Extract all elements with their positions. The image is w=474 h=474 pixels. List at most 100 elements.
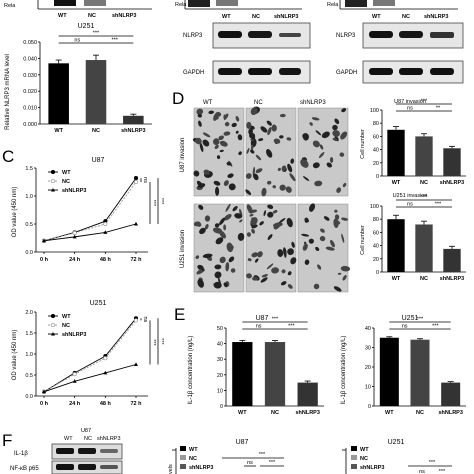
chart-c1-title: U251	[90, 300, 107, 307]
f0-legend-nc: NC	[189, 456, 197, 462]
cell-blob	[308, 238, 314, 244]
cell-blob	[277, 167, 281, 172]
cell-blob	[312, 162, 320, 169]
cell-blob	[213, 111, 220, 121]
cell-blob	[302, 133, 309, 140]
data-point	[42, 238, 46, 243]
cell-blob	[317, 264, 322, 270]
cell-blob	[333, 218, 339, 229]
cell-blob	[250, 217, 258, 226]
blot-f-group-shnlrp3: shNLRP3	[97, 436, 121, 442]
cell-blob	[253, 173, 259, 181]
cell-blob	[311, 117, 320, 121]
x-tick-label: 0 h	[40, 257, 49, 263]
cell-blob	[235, 116, 240, 122]
cell-blob	[313, 283, 320, 290]
cell-blob	[216, 155, 221, 160]
cell-blob	[340, 265, 351, 272]
cell-blob	[267, 127, 272, 136]
panel-d-bar-chart-u87: U87 invasion Cell number 0 20 40 60 80 100 WT N…	[360, 99, 466, 186]
y-tick-label: 20	[373, 257, 379, 263]
cell-blob	[212, 227, 223, 234]
cell-blob	[197, 278, 204, 288]
row-label-u87: U87 invasion	[180, 138, 186, 173]
cell-blob	[250, 149, 255, 154]
y-tick-label: 0	[376, 270, 379, 276]
cell-blob	[195, 255, 200, 260]
cell-blob	[304, 259, 310, 265]
panel-d-bar-chart-u251: U251 invasion Cell number 0 20 40 60 80 100 WT…	[360, 193, 466, 282]
bar-nc	[85, 60, 107, 124]
cell-blob	[203, 169, 210, 175]
x-tick-label: WT	[392, 276, 401, 282]
cell-blob	[260, 126, 268, 133]
cell-blob	[342, 275, 347, 281]
x-tick-label: 0 h	[40, 401, 49, 407]
blot-b-group-shnlrp3: shNLRP3	[274, 14, 298, 20]
chart-d1-ylabel: Cell number	[360, 225, 366, 255]
cell-blob	[246, 148, 250, 154]
x-tick-label: WT	[238, 410, 247, 416]
top-group-nc: NC	[88, 13, 96, 19]
panel-a-bar-chart: U251 Relative NLRP3 mRNA level 0.000 0.01…	[5, 23, 152, 134]
data-point	[103, 230, 108, 234]
cell-blob	[226, 242, 234, 253]
cell-blob	[309, 122, 313, 126]
cell-blob	[225, 261, 230, 272]
cell-blob	[341, 108, 347, 113]
sig-label: ***	[288, 324, 295, 330]
cell-blob	[218, 135, 224, 140]
blot-b2-group-wt: WT	[372, 14, 381, 20]
cell-blob	[266, 180, 272, 185]
y-tick-label: 0.020	[23, 89, 37, 95]
bar-wt	[48, 63, 69, 124]
cell-blob	[198, 120, 202, 127]
cell-blob	[289, 173, 296, 182]
legend-marker	[50, 313, 56, 319]
cell-blob	[251, 252, 259, 258]
y-tick-label: 20	[217, 373, 223, 379]
cell-blob	[225, 203, 231, 212]
cell-blob	[250, 107, 258, 115]
invasion-image	[297, 107, 349, 197]
cell-blob	[287, 284, 293, 289]
chart-f0-ylabel-fragment: vels	[168, 464, 174, 474]
cell-blob	[251, 228, 255, 234]
cell-blob	[223, 213, 232, 221]
sig-label: ***	[93, 31, 100, 37]
y-tick-label: 40	[373, 148, 379, 154]
y-tick-label: 0	[376, 174, 379, 180]
x-tick-label: shNLRP3	[440, 276, 464, 282]
bar-nc	[415, 136, 433, 176]
y-tick-label: 40	[373, 244, 379, 250]
cell-blob	[199, 227, 206, 235]
sig-label: ***	[158, 198, 164, 205]
y-tick-label: 80	[373, 217, 379, 223]
bar-shnlrp3	[441, 382, 461, 406]
image-group-wt: WT	[203, 100, 213, 106]
chart-c0-title: U87	[92, 157, 105, 164]
sig-label: ns	[407, 106, 413, 112]
blot-b-ylabel-fragment: Rela	[175, 2, 187, 8]
x-tick-label: shNLRP3	[438, 410, 462, 416]
cell-blob	[214, 271, 222, 279]
chart-e1-title: U251	[402, 315, 419, 322]
y-tick-label: 100	[370, 108, 379, 114]
sig-label: ***	[417, 317, 424, 323]
y-tick-label: 0.050	[23, 40, 37, 46]
cell-blob	[197, 222, 202, 227]
cell-blob	[231, 122, 237, 128]
y-tick-label: 0	[368, 404, 371, 410]
data-point	[133, 176, 139, 181]
y-tick-label: 40	[365, 326, 371, 332]
f0-sig-3: ***	[269, 460, 276, 466]
blot-b-band-nlrp3: NLRP3	[183, 33, 203, 39]
chart-e0-ylabel: IL-1β concentration (ng/L)	[188, 336, 194, 405]
cell-blob	[340, 131, 348, 140]
panel-letter-f: F	[2, 431, 12, 450]
sig-label: ***	[150, 200, 156, 207]
cell-blob	[267, 204, 274, 209]
f0-sig-1: ***	[259, 452, 266, 458]
y-tick-label: 1.0	[25, 194, 33, 200]
cell-blob	[247, 258, 252, 262]
